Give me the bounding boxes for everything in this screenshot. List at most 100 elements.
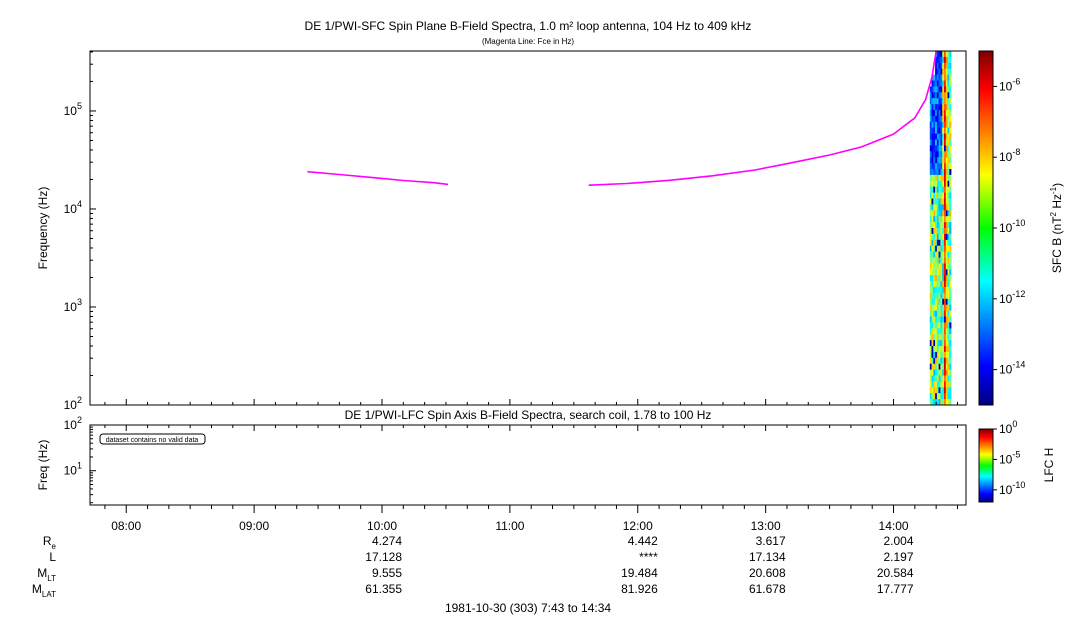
spectrogram-pixel: [935, 121, 938, 128]
spectrogram-pixel: [929, 151, 932, 158]
spectrogram-pixel: [929, 357, 932, 364]
spectrogram-pixel: [944, 139, 947, 146]
spectrogram-pixel: [942, 357, 945, 364]
spectrogram-pixel: [942, 163, 945, 170]
spectrogram-pixel: [935, 369, 938, 376]
spectrogram-pixel: [949, 180, 952, 187]
spectrogram-pixel: [940, 387, 943, 394]
spectrogram-pixel: [949, 121, 952, 128]
ephemeris-value: 61.355: [365, 582, 402, 596]
spectrogram-pixel: [935, 204, 938, 211]
spectrogram-pixel: [947, 275, 950, 282]
spectrogram-pixel: [935, 281, 938, 288]
spectrogram-pixel: [929, 163, 932, 170]
time-tick-label: 12:00: [623, 519, 653, 533]
spectrogram-pixel: [929, 239, 932, 246]
spectrogram-pixel: [938, 287, 941, 294]
spectrogram-pixel: [947, 174, 950, 182]
spectrogram-pixel: [936, 275, 939, 282]
spectrogram-pixel: [931, 204, 934, 211]
spectrogram-pixel: [949, 281, 952, 288]
spectrogram-pixel: [945, 298, 948, 305]
spectrogram-pixel: [933, 121, 936, 128]
ephemeris-value: 61.678: [749, 582, 786, 596]
spectrogram-pixel: [938, 399, 941, 406]
spectrogram-pixel: [938, 334, 941, 341]
spectrogram-pixel: [936, 281, 939, 288]
spectrogram-pixel: [938, 62, 941, 69]
spectrogram-pixel: [936, 80, 939, 87]
spectrogram-pixel: [933, 228, 936, 235]
spectrogram-pixel: [929, 127, 932, 134]
spectrogram-pixel: [947, 310, 950, 317]
spectrogram-pixel: [940, 316, 943, 323]
spectrogram-pixel: [945, 104, 948, 111]
spectrogram-pixel: [944, 157, 947, 164]
spectrogram-pixel: [931, 393, 934, 400]
spectrogram-pixel: [938, 216, 941, 223]
spectrogram-pixel: [942, 328, 945, 335]
spectrogram-pixel: [938, 86, 941, 93]
spectrogram-pixel: [929, 375, 932, 382]
spectrogram-pixel: [949, 393, 952, 400]
spectrogram-pixel: [936, 74, 939, 81]
spectrogram-pixel: [933, 287, 936, 294]
spectrogram-pixel: [935, 74, 938, 81]
spectrogram-pixel: [940, 127, 943, 134]
spectrogram-pixel: [931, 239, 934, 246]
spectrogram-pixel: [936, 387, 939, 394]
spectrogram-pixel: [938, 251, 941, 258]
spectrogram-pixel: [933, 174, 936, 182]
spectrogram-pixel: [942, 363, 945, 370]
spectrogram-pixel: [942, 334, 945, 341]
spectrogram-pixel: [938, 369, 941, 376]
spectrogram-pixel: [933, 393, 936, 400]
spectrogram-pixel: [942, 151, 945, 158]
spectrogram-pixel: [931, 346, 934, 353]
spectrogram-pixel: [929, 334, 932, 341]
spectrogram-pixel: [931, 316, 934, 323]
spectrogram-pixel: [940, 186, 943, 193]
spectrogram-pixel: [935, 287, 938, 294]
spectrogram-pixel: [942, 263, 945, 270]
time-tick-label: 13:00: [751, 519, 781, 533]
spectrogram-pixel: [935, 169, 938, 176]
spectrogram-pixel: [945, 304, 948, 311]
spectrogram-pixel: [942, 133, 945, 140]
spectrogram-pixel: [940, 251, 943, 258]
sfc-colorbar-tick-label: 10-12: [999, 289, 1025, 306]
spectrogram-pixel: [947, 186, 950, 193]
spectrogram-pixel: [929, 387, 932, 394]
spectrogram-pixel: [949, 192, 952, 199]
spectrogram-pixel: [942, 115, 945, 123]
spectrogram-pixel: [938, 346, 941, 353]
spectrogram-pixel: [935, 139, 938, 146]
spectrogram-pixel: [947, 316, 950, 323]
spectrogram-pixel: [949, 115, 952, 123]
spectrogram-pixel: [940, 334, 943, 341]
spectrogram-pixel: [936, 239, 939, 246]
spectrogram-pixel: [944, 210, 947, 217]
spectrogram-pixel: [929, 180, 932, 187]
spectrogram-pixel: [933, 186, 936, 193]
spectrogram-pixel: [935, 346, 938, 353]
spectrogram-pixel: [942, 139, 945, 146]
spectrogram-pixel: [942, 304, 945, 311]
spectrogram-pixel: [938, 245, 941, 252]
spectrogram-pixel: [942, 51, 945, 58]
spectrogram-pixel: [931, 275, 934, 282]
spectrogram-pixel: [929, 204, 932, 211]
spectrogram-pixel: [942, 281, 945, 288]
spectrogram-pixel: [942, 210, 945, 217]
spectrogram-pixel: [931, 298, 934, 305]
spectrogram-pixel: [947, 251, 950, 258]
spectrogram-pixel: [936, 192, 939, 199]
spectrogram-pixel: [936, 68, 939, 75]
spectrogram-pixel: [945, 110, 948, 117]
spectrogram-pixel: [931, 127, 934, 134]
spectrogram-pixel: [938, 56, 941, 64]
spectrogram-pixel: [945, 51, 948, 58]
spectrogram-pixel: [935, 233, 938, 241]
spectrogram-pixel: [945, 275, 948, 282]
